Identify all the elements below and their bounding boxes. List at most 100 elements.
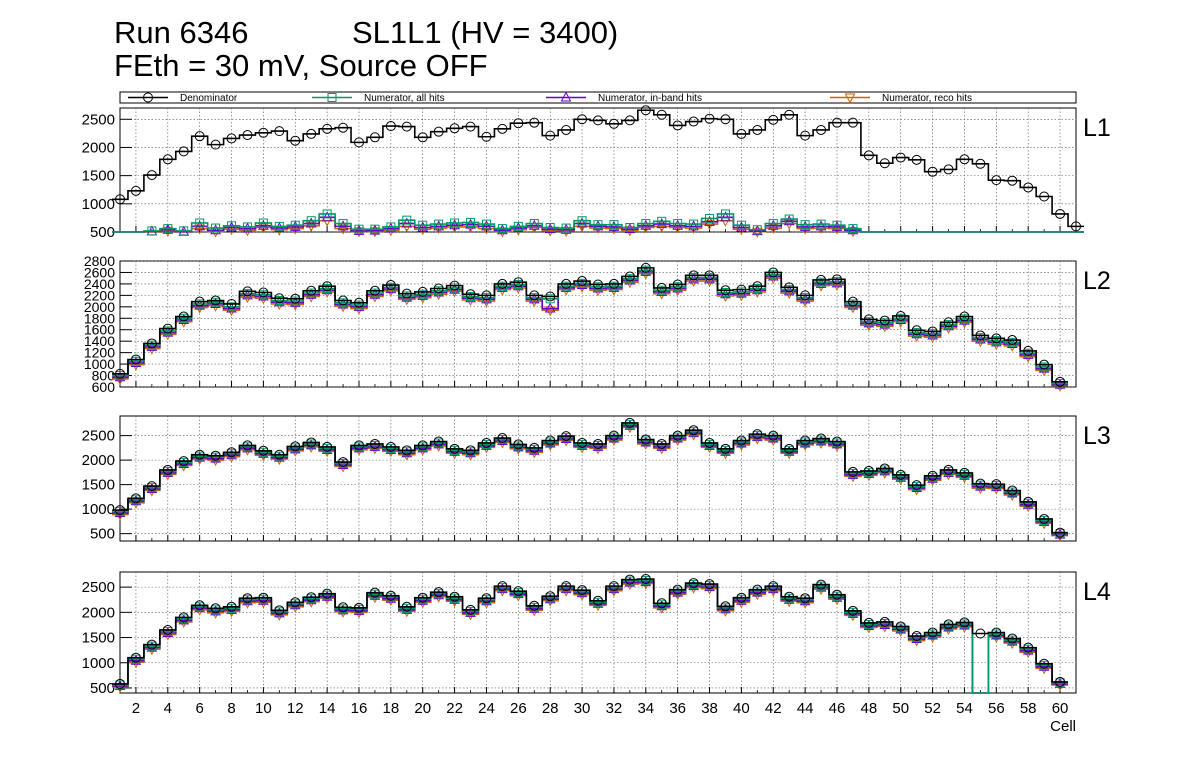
panel-label-L1: L1 — [1083, 114, 1111, 142]
data-point — [417, 440, 428, 451]
data-point — [529, 219, 539, 229]
data-point — [832, 589, 842, 600]
data-point — [497, 224, 508, 235]
data-point — [768, 581, 779, 592]
data-point — [609, 220, 619, 230]
x-tick-label: 52 — [924, 700, 941, 717]
data-point — [720, 285, 731, 296]
data-point — [800, 220, 810, 230]
data-point — [433, 286, 444, 297]
data-point — [1055, 208, 1066, 219]
series-line-denominator — [112, 267, 1069, 383]
data-point — [322, 123, 333, 134]
data-point — [576, 217, 588, 228]
data-point — [465, 445, 476, 456]
data-point — [688, 273, 699, 284]
data-point — [274, 296, 285, 307]
data-point — [608, 281, 620, 292]
data-point — [242, 593, 253, 604]
data-point — [943, 464, 954, 475]
data-point — [640, 265, 652, 276]
legend-marker-4 — [844, 93, 856, 104]
data-point — [608, 118, 619, 129]
data-point — [242, 222, 252, 232]
data-point — [544, 306, 556, 317]
data-point — [274, 221, 285, 233]
data-point — [736, 435, 747, 446]
data-point — [1023, 496, 1034, 507]
data-point — [656, 109, 667, 120]
data-point — [147, 226, 157, 236]
data-point — [879, 616, 890, 627]
y-tick-label: 1800 — [84, 310, 115, 326]
data-point — [369, 438, 380, 449]
data-point — [1055, 376, 1066, 387]
data-point — [481, 220, 492, 231]
data-point — [497, 123, 508, 134]
data-point — [577, 114, 588, 125]
data-point — [481, 437, 492, 448]
x-tick-label: 6 — [195, 700, 203, 717]
data-point — [226, 447, 237, 458]
data-point — [592, 220, 604, 231]
data-point — [401, 121, 412, 132]
data-point — [768, 430, 779, 441]
data-point — [959, 314, 970, 325]
legend-label-1: Denominator — [180, 93, 238, 104]
data-point — [130, 185, 141, 196]
data-point — [465, 289, 476, 300]
data-point — [545, 591, 556, 602]
data-point — [736, 220, 746, 230]
y-tick-label: 1500 — [82, 630, 115, 647]
data-point — [863, 150, 874, 161]
data-point — [242, 222, 253, 233]
data-point — [975, 158, 986, 169]
data-point — [385, 121, 396, 132]
data-point — [752, 284, 763, 295]
y-tick-label: 600 — [92, 379, 116, 395]
data-point — [529, 290, 540, 301]
legend-box — [119, 91, 1077, 104]
data-point — [625, 222, 635, 232]
data-point — [146, 338, 157, 349]
data-point — [1039, 658, 1050, 669]
data-point — [1039, 513, 1050, 524]
data-point — [1055, 527, 1066, 538]
data-point — [130, 652, 141, 663]
data-point — [832, 117, 842, 128]
data-point — [497, 278, 508, 289]
data-point — [752, 281, 763, 292]
data-point — [847, 466, 858, 477]
data-point — [417, 221, 429, 232]
x-tick-label: 22 — [446, 700, 463, 717]
y-tick-label: 1600 — [84, 322, 115, 338]
panel-label-L4: L4 — [1083, 578, 1111, 606]
data-point — [911, 480, 922, 491]
data-point — [211, 223, 221, 233]
x-tick-label: 14 — [319, 700, 336, 717]
data-point — [146, 481, 157, 492]
data-point — [624, 417, 635, 428]
data-point — [991, 336, 1002, 347]
data-point — [210, 297, 221, 308]
conditions-title: FEth = 30 mV, Source OFF — [114, 48, 488, 83]
data-point — [529, 600, 540, 611]
data-point — [752, 584, 763, 595]
data-point — [290, 597, 301, 608]
data-point — [513, 586, 524, 597]
y-tick-label: 1400 — [84, 333, 115, 349]
data-point — [337, 220, 349, 231]
y-tick-label: 2800 — [84, 253, 115, 269]
data-point — [370, 224, 380, 234]
data-point — [1038, 362, 1050, 373]
x-tick-label: 26 — [510, 700, 527, 717]
data-point — [353, 227, 365, 238]
data-point — [433, 220, 444, 231]
data-point — [465, 604, 476, 615]
series-line-denominator — [112, 578, 1069, 685]
data-point — [528, 219, 540, 230]
data-point — [528, 293, 540, 304]
data-point — [194, 220, 205, 231]
data-point — [783, 215, 795, 226]
data-point — [369, 132, 380, 143]
